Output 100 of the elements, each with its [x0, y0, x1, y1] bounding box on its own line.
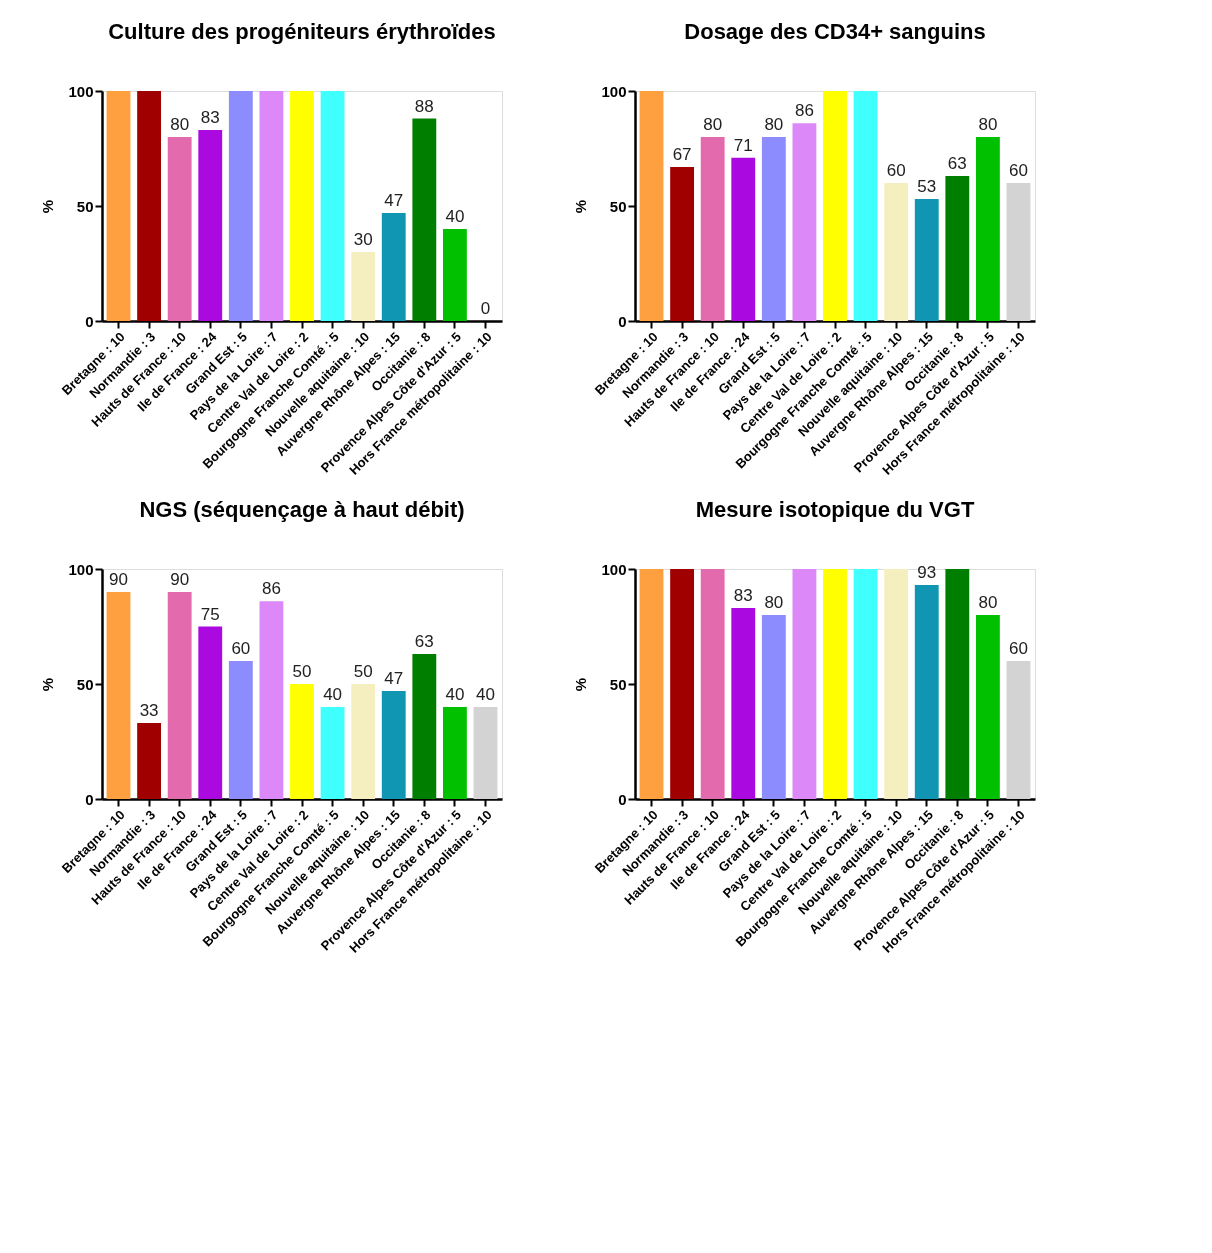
data-label: 40 — [476, 685, 495, 704]
data-label: 90 — [170, 570, 190, 589]
data-label: 33 — [139, 701, 159, 721]
bar — [731, 157, 756, 321]
data-label: 0 — [480, 299, 491, 318]
bar — [761, 137, 786, 321]
data-label: 90 — [109, 570, 128, 589]
data-label: 93 — [917, 563, 937, 583]
data-label: 53 — [917, 177, 937, 197]
y-axis-title: % — [39, 677, 57, 692]
data-label: 80 — [764, 593, 784, 612]
data-label: 83 — [733, 586, 753, 606]
data-label: 60 — [886, 161, 906, 180]
data-label: 67 — [672, 144, 692, 164]
data-label: 80 — [703, 115, 723, 134]
bar — [670, 569, 695, 799]
y-tick-label: 100 — [601, 82, 627, 100]
bar — [259, 91, 284, 321]
chart-title: Mesure isotopique du VGT — [695, 497, 975, 522]
bar — [381, 690, 406, 799]
y-tick-label: 50 — [609, 197, 627, 215]
bar — [106, 91, 131, 321]
bar — [945, 569, 970, 799]
bar — [792, 123, 817, 321]
bar — [351, 684, 376, 799]
data-label: 63 — [947, 154, 967, 174]
data-label: 75 — [200, 604, 220, 624]
bar — [442, 707, 467, 799]
bar — [761, 615, 786, 799]
y-tick-label: 0 — [85, 790, 94, 808]
bar — [914, 585, 939, 799]
bar — [137, 723, 162, 799]
bar — [670, 166, 695, 321]
bar — [290, 684, 314, 799]
data-label: 71 — [733, 135, 753, 155]
y-axis-title: % — [572, 199, 590, 214]
bar — [823, 91, 847, 321]
data-label: 86 — [794, 101, 814, 121]
bar — [381, 212, 406, 321]
bar — [259, 601, 284, 799]
data-label: 88 — [414, 96, 434, 116]
bar — [792, 569, 817, 799]
bar — [351, 252, 376, 321]
data-label: 86 — [261, 579, 281, 599]
bar — [639, 569, 664, 799]
bar — [167, 592, 192, 799]
bar — [137, 91, 162, 321]
bar — [228, 91, 253, 321]
bar — [884, 183, 909, 321]
y-tick-label: 50 — [76, 675, 94, 693]
bar — [700, 569, 725, 799]
y-tick-label: 0 — [618, 790, 627, 808]
bar — [700, 137, 725, 321]
bar — [167, 137, 192, 321]
bar — [473, 707, 498, 799]
chart-title: NGS (séquençage à haut débit) — [139, 497, 465, 522]
data-label: 47 — [384, 190, 404, 210]
y-tick-label: 0 — [85, 312, 94, 330]
y-tick-label: 100 — [601, 560, 627, 578]
bar — [198, 626, 223, 799]
bar — [884, 569, 909, 799]
data-label: 60 — [1009, 639, 1028, 658]
data-label: 60 — [231, 639, 251, 658]
data-label: 40 — [323, 685, 343, 704]
bar — [853, 569, 878, 799]
y-axis-title: % — [39, 199, 57, 214]
y-tick-label: 50 — [609, 675, 627, 693]
bar — [320, 707, 345, 799]
data-label: 63 — [414, 632, 434, 652]
data-label: 80 — [764, 115, 784, 134]
bar — [442, 229, 467, 321]
data-label: 80 — [170, 115, 190, 134]
bar — [731, 608, 756, 799]
data-label: 47 — [384, 668, 404, 688]
bar — [639, 91, 664, 321]
data-label: 30 — [353, 230, 373, 249]
data-label: 50 — [292, 662, 312, 681]
y-tick-label: 0 — [618, 312, 627, 330]
bar — [1006, 183, 1031, 321]
bar — [412, 118, 437, 321]
bar — [853, 91, 878, 321]
bar — [228, 661, 253, 799]
bar — [290, 91, 314, 321]
y-tick-label: 100 — [68, 560, 94, 578]
bar — [412, 654, 437, 799]
bar — [320, 91, 345, 321]
data-label: 80 — [978, 115, 998, 134]
data-label: 40 — [445, 685, 465, 704]
bar — [198, 130, 223, 321]
y-axis-title: % — [572, 677, 590, 692]
bar — [975, 137, 1000, 321]
data-label: 83 — [200, 108, 220, 128]
data-label: 40 — [445, 207, 465, 226]
data-label: 50 — [353, 662, 373, 681]
chart-title: Dosage des CD34+ sanguins — [684, 19, 986, 44]
bar — [823, 569, 847, 799]
bar — [1006, 661, 1031, 799]
data-label: 60 — [1009, 161, 1028, 180]
y-tick-label: 50 — [76, 197, 94, 215]
y-tick-label: 100 — [68, 82, 94, 100]
